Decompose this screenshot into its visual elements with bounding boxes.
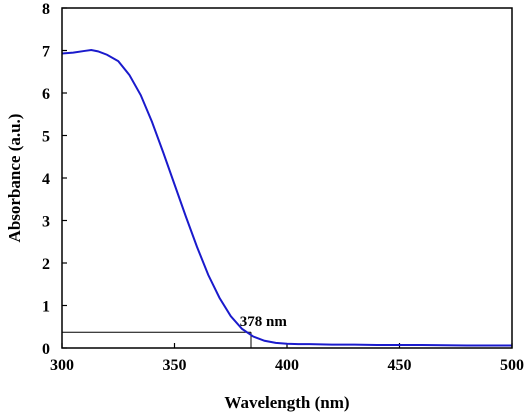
y-axis-title: Absorbance (a.u.): [5, 114, 24, 243]
x-tick-label: 300: [50, 357, 74, 374]
absorbance-series-line: [61, 49, 512, 347]
y-tick-label: 6: [42, 86, 50, 103]
x-tick-label: 450: [388, 357, 412, 374]
tick-layer: 300 350 400 450 500 0 1 2 3 4 5 6 7 8: [42, 1, 524, 374]
y-tick-label: 7: [42, 44, 50, 61]
cutoff-annotation: 378 nm: [240, 314, 288, 330]
y-tick-label: 4: [42, 171, 50, 188]
y-tick-label: 5: [42, 129, 50, 146]
x-tick-label: 400: [275, 357, 299, 374]
x-tick-label: 350: [163, 357, 187, 374]
x-axis-title: Wavelength (nm): [224, 393, 349, 412]
y-tick-label: 3: [42, 214, 50, 231]
y-tick-label: 1: [42, 299, 50, 316]
y-tick-label: 8: [42, 1, 50, 18]
y-tick-label: 2: [42, 256, 50, 273]
y-tick-label: 0: [42, 341, 50, 358]
plot-frame: [61, 7, 513, 349]
x-tick-label: 500: [500, 357, 524, 374]
